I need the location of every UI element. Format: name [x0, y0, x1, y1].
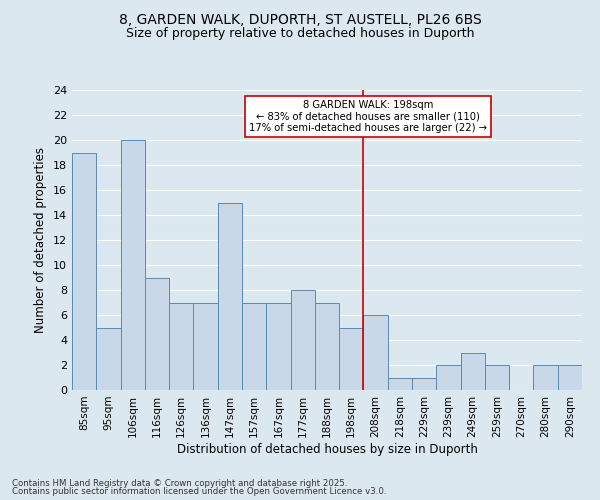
- Text: 8, GARDEN WALK, DUPORTH, ST AUSTELL, PL26 6BS: 8, GARDEN WALK, DUPORTH, ST AUSTELL, PL2…: [119, 12, 481, 26]
- Bar: [461, 352, 485, 390]
- Bar: [315, 302, 339, 390]
- Y-axis label: Number of detached properties: Number of detached properties: [34, 147, 47, 333]
- Bar: [145, 278, 169, 390]
- Bar: [242, 302, 266, 390]
- Bar: [485, 365, 509, 390]
- Bar: [290, 290, 315, 390]
- Text: Contains public sector information licensed under the Open Government Licence v3: Contains public sector information licen…: [12, 487, 386, 496]
- Bar: [266, 302, 290, 390]
- Bar: [72, 152, 96, 390]
- Text: 8 GARDEN WALK: 198sqm
← 83% of detached houses are smaller (110)
17% of semi-det: 8 GARDEN WALK: 198sqm ← 83% of detached …: [249, 100, 487, 133]
- Text: Contains HM Land Registry data © Crown copyright and database right 2025.: Contains HM Land Registry data © Crown c…: [12, 478, 347, 488]
- Bar: [193, 302, 218, 390]
- Bar: [96, 328, 121, 390]
- Bar: [388, 378, 412, 390]
- Bar: [169, 302, 193, 390]
- Bar: [339, 328, 364, 390]
- Bar: [558, 365, 582, 390]
- Bar: [412, 378, 436, 390]
- Bar: [121, 140, 145, 390]
- X-axis label: Distribution of detached houses by size in Duporth: Distribution of detached houses by size …: [176, 442, 478, 456]
- Bar: [218, 202, 242, 390]
- Bar: [364, 315, 388, 390]
- Bar: [436, 365, 461, 390]
- Text: Size of property relative to detached houses in Duporth: Size of property relative to detached ho…: [126, 28, 474, 40]
- Bar: [533, 365, 558, 390]
